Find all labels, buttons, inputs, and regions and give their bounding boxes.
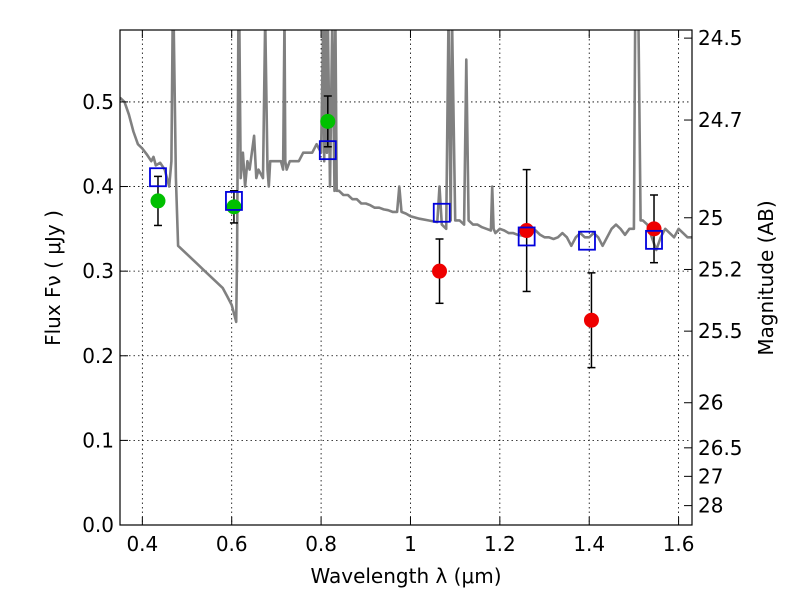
green-data-point [150,193,166,209]
model-flux-square [149,167,167,188]
tick-layer: 0.4 0.6 0.8 1 1.2 1.4 1.6 0.0 0.1 0.2 0.3 0.4 0.5 24.… [82,26,742,556]
y2-axis-label: Magnitude (AB) [754,200,778,355]
green-data-point [320,113,336,129]
spectrum-line [120,30,692,324]
x-tick-label: 1.4 [573,532,605,556]
y-tick-label: 0.2 [82,344,114,368]
x-tick-label: 1 [404,532,417,556]
red-data-point [646,221,662,237]
y2-tick-label: 25.5 [698,319,743,343]
green-data-point [226,199,242,215]
marker-layer [149,113,663,328]
x-tick-label: 1.2 [484,532,516,556]
x-tick-label: 0.8 [305,532,337,556]
y2-tick-label: 26 [698,391,723,415]
red-data-point [583,312,599,328]
x-tick-label: 0.6 [216,532,248,556]
y-tick-label: 0.3 [82,259,114,283]
y-tick-label: 0.5 [82,90,114,114]
model-flux-square [645,229,663,250]
y-axis-label: Flux Fν ( μJy ) [41,210,65,346]
y2-tick-label: 24.5 [698,26,743,50]
y2-tick-label: 25 [698,206,723,230]
y2-tick-label: 28 [698,494,723,518]
plot-frame [119,29,693,526]
y2-tick-label: 25.2 [698,257,743,281]
grid-layer [120,30,692,525]
y2-tick-label: 24.7 [698,108,743,132]
x-tick-label: 0.4 [126,532,158,556]
model-flux-square [432,202,451,223]
model-flux-square [517,226,536,247]
red-data-point [432,263,448,279]
red-data-point [519,223,535,239]
model-flux-square [225,191,243,211]
y-tick-label: 0.4 [82,175,114,199]
y2-tick-label: 26.5 [698,436,743,460]
x-axis-label: Wavelength λ (μm) [310,564,501,588]
y-tick-label: 0.1 [82,428,114,452]
x-tick-label: 1.6 [663,532,695,556]
y-tick-label: 0.0 [82,513,114,537]
y2-tick-label: 27 [698,464,723,488]
model-flux-square [578,230,596,251]
spectrum-layer [120,30,692,324]
model-flux-square [318,140,337,161]
